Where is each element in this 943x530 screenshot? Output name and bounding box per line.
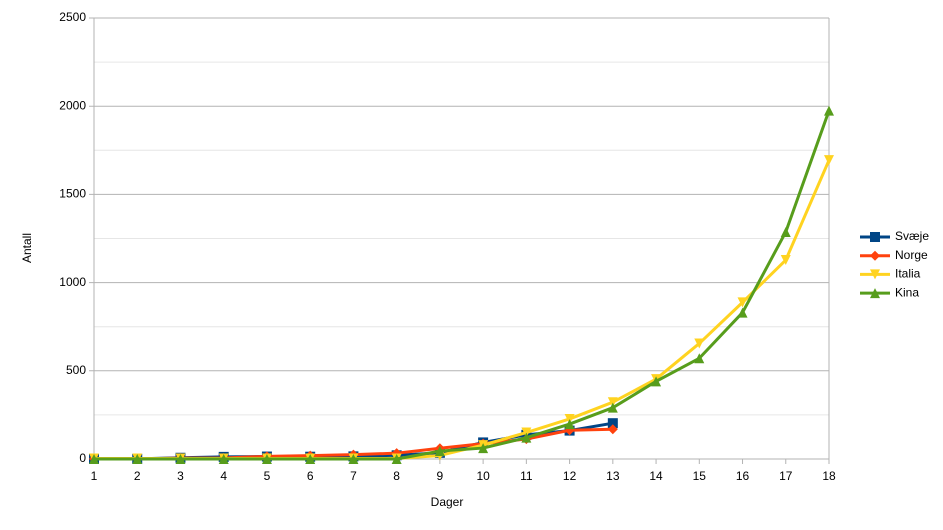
- marker: [564, 413, 575, 424]
- x-tick-label: 5: [264, 469, 271, 483]
- x-tick-label: 15: [693, 469, 707, 483]
- marker: [391, 454, 402, 464]
- marker: [261, 454, 272, 464]
- marker: [218, 454, 229, 464]
- y-tick-label: 2000: [59, 98, 86, 112]
- marker: [780, 226, 791, 237]
- marker: [607, 424, 618, 435]
- y-axis-label: Antall: [20, 233, 34, 263]
- x-tick-label: 11: [520, 469, 533, 483]
- marker: [132, 454, 143, 464]
- x-tick-label: 1: [91, 469, 98, 483]
- x-tick-label: 17: [779, 469, 793, 483]
- marker: [305, 454, 316, 464]
- x-axis-label: Dager: [431, 495, 464, 509]
- marker: [521, 432, 532, 443]
- x-tick-label: 7: [350, 469, 357, 483]
- marker: [89, 454, 99, 464]
- x-tick-label: 2: [134, 469, 141, 483]
- marker: [694, 338, 705, 349]
- marker: [651, 376, 662, 387]
- x-tick-label: 18: [822, 469, 836, 483]
- y-tick-label: 500: [66, 363, 86, 377]
- legend-marker: [870, 269, 880, 280]
- marker: [737, 297, 748, 308]
- legend-marker: [870, 288, 880, 299]
- marker: [564, 419, 575, 430]
- legend-label: Svæje: [895, 229, 929, 243]
- marker: [607, 402, 618, 413]
- x-tick-label: 4: [220, 469, 227, 483]
- marker: [348, 454, 359, 464]
- x-tick-label: 12: [563, 469, 577, 483]
- y-tick-label: 1500: [59, 187, 86, 201]
- x-tick-label: 14: [649, 469, 663, 483]
- legend-label: Kina: [895, 285, 919, 299]
- marker: [694, 353, 705, 364]
- marker: [175, 454, 186, 464]
- x-tick-label: 10: [476, 469, 490, 483]
- marker: [824, 155, 834, 166]
- x-tick-label: 9: [437, 469, 444, 483]
- marker: [824, 105, 834, 116]
- x-tick-label: 13: [606, 469, 620, 483]
- series-line: [94, 110, 831, 461]
- legend-marker: [870, 232, 880, 242]
- y-tick-label: 0: [79, 451, 86, 465]
- legend-label: Norge: [895, 248, 928, 262]
- legend-marker: [870, 250, 880, 261]
- marker: [478, 443, 489, 454]
- y-tick-label: 1000: [59, 275, 86, 289]
- marker: [607, 397, 618, 408]
- marker: [737, 307, 748, 318]
- x-tick-label: 8: [393, 469, 400, 483]
- x-tick-label: 16: [736, 469, 750, 483]
- marker: [780, 255, 791, 266]
- marker: [434, 446, 445, 457]
- series-line: [94, 159, 831, 460]
- y-tick-label: 2500: [59, 10, 86, 24]
- marker: [607, 418, 618, 429]
- legend-label: Italia: [895, 267, 921, 281]
- x-tick-label: 3: [177, 469, 184, 483]
- x-tick-label: 6: [307, 469, 314, 483]
- marker: [521, 427, 532, 438]
